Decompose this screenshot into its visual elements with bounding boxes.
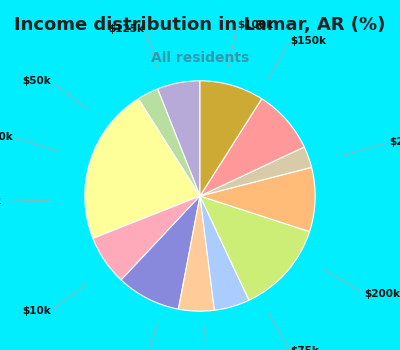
Wedge shape	[200, 99, 304, 196]
Wedge shape	[200, 196, 249, 310]
Text: All residents: All residents	[151, 51, 249, 65]
Wedge shape	[178, 196, 214, 311]
Wedge shape	[121, 196, 200, 309]
Text: $75k: $75k	[290, 346, 319, 350]
Wedge shape	[200, 81, 262, 196]
Wedge shape	[85, 99, 200, 238]
Wedge shape	[200, 196, 310, 300]
Text: $100k: $100k	[237, 20, 273, 30]
Wedge shape	[200, 167, 315, 232]
Wedge shape	[138, 89, 200, 196]
Wedge shape	[158, 81, 200, 196]
Text: $150k: $150k	[290, 36, 326, 46]
Text: $10k: $10k	[22, 306, 51, 316]
Wedge shape	[93, 196, 200, 280]
Text: $200k: $200k	[364, 289, 400, 299]
Wedge shape	[200, 147, 312, 196]
Text: $125k: $125k	[108, 24, 144, 34]
Text: $50k: $50k	[22, 76, 51, 86]
Text: $20k: $20k	[389, 137, 400, 147]
Text: $60k: $60k	[0, 132, 13, 142]
Text: $30k: $30k	[0, 196, 1, 206]
Text: Income distribution in Lamar, AR (%): Income distribution in Lamar, AR (%)	[14, 16, 386, 34]
